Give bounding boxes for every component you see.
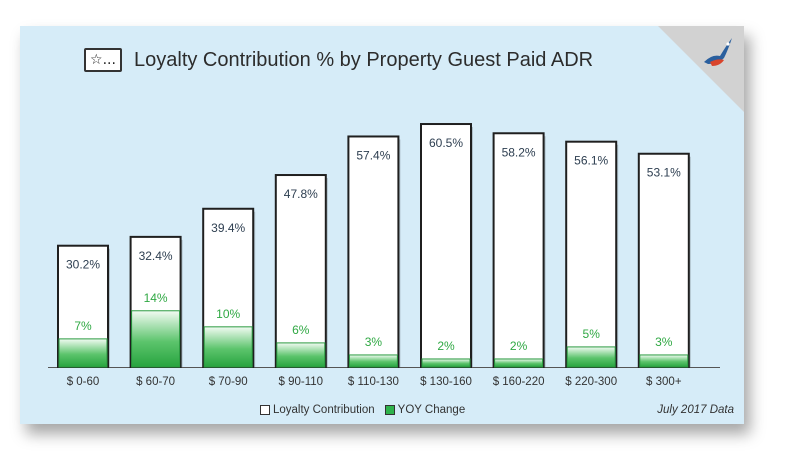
category-tick-label: $ 70-90 <box>209 376 248 388</box>
yoy-value-label: 3% <box>655 335 673 349</box>
category-tick-label: $ 110-130 <box>348 376 399 388</box>
loyalty-value-label: 32.4% <box>139 249 173 263</box>
loyalty-value-label: 53.1% <box>647 166 681 180</box>
yoy-value-label: 2% <box>437 339 455 353</box>
loyalty-value-label: 39.4% <box>211 221 245 235</box>
chart-header: ☆... Loyalty Contribution % by Property … <box>84 48 593 72</box>
yoy-value-label: 14% <box>144 291 168 305</box>
loyalty-bar <box>274 174 327 368</box>
loyalty-bar <box>347 135 400 368</box>
yoy-value-label: 2% <box>510 339 528 353</box>
star-tag-icon: ☆... <box>84 48 122 72</box>
yoy-value-label: 3% <box>365 335 383 349</box>
yoy-value-label: 5% <box>583 327 601 341</box>
loyalty-value-label: 57.4% <box>356 148 390 162</box>
data-date-footnote: July 2017 Data <box>657 404 734 416</box>
loyalty-value-label: 58.2% <box>502 145 536 159</box>
bar-chart: 30.2% 7% $ 0-60 32.4% 14% $ 60-70 39.4% 10% $ 70… <box>48 123 720 388</box>
loyalty-value-label: 56.1% <box>574 154 608 168</box>
chart-title: Loyalty Contribution % by Property Guest… <box>134 48 594 71</box>
bird-logo-icon <box>704 38 732 66</box>
loyalty-value-label: 47.8% <box>284 187 318 201</box>
loyalty-bar <box>492 132 545 368</box>
legend-item-yoy: YOY Change <box>384 404 466 416</box>
category-tick-label: $ 220-300 <box>565 376 617 388</box>
yoy-bar <box>276 342 326 368</box>
yoy-bar <box>421 358 471 368</box>
legend-label-loyalty: Loyalty Contribution <box>273 404 375 416</box>
category-tick-label: $ 60-70 <box>136 376 175 388</box>
yoy-bar <box>58 338 108 368</box>
page-curl-corner <box>658 26 744 112</box>
chart-legend: Loyalty Contribution YOY Change <box>260 404 475 416</box>
loyalty-value-label: 30.2% <box>66 258 100 272</box>
yoy-bar <box>566 346 616 368</box>
loyalty-bar <box>637 152 690 368</box>
legend-swatch-yoy <box>384 405 395 415</box>
yoy-value-label: 10% <box>216 307 240 321</box>
legend-item-loyalty: Loyalty Contribution <box>260 404 375 416</box>
category-tick-label: $ 90-110 <box>279 376 324 388</box>
category-tick-label: $ 130-160 <box>420 376 472 388</box>
category-tick-label: $ 300+ <box>646 376 682 388</box>
category-tick-label: $ 160-220 <box>493 376 545 388</box>
yoy-value-label: 6% <box>292 323 310 337</box>
chart-card: ☆... Loyalty Contribution % by Property … <box>20 26 744 424</box>
legend-label-yoy: YOY Change <box>397 404 466 416</box>
yoy-bar <box>348 354 398 368</box>
yoy-bar <box>203 326 253 368</box>
yoy-bar <box>639 354 689 368</box>
category-tick-label: $ 0-60 <box>67 376 100 388</box>
yoy-value-label: 7% <box>74 319 92 333</box>
loyalty-value-label: 60.5% <box>429 136 463 150</box>
loyalty-bar <box>420 123 472 368</box>
yoy-bar <box>131 310 181 368</box>
legend-swatch-loyalty <box>260 405 270 415</box>
yoy-bar <box>494 358 544 368</box>
